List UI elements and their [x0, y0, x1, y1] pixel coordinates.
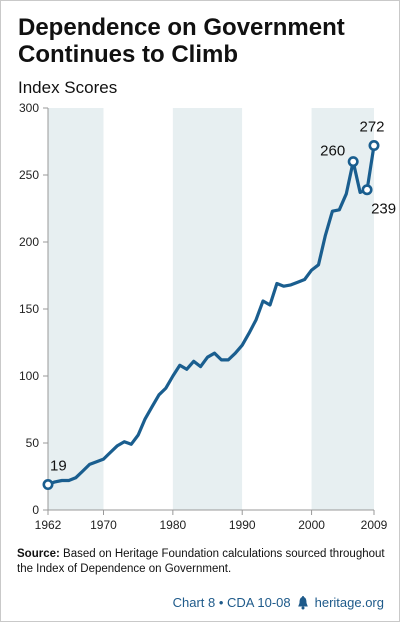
series-line	[46, 143, 376, 487]
chart-title: Dependence on Government Continues to Cl…	[18, 14, 345, 68]
source-text: Based on Heritage Foundation calculation…	[17, 548, 385, 575]
y-tick-label: 0	[32, 503, 39, 517]
footer: Chart 8 • CDA 10-08 heritage.org	[173, 595, 384, 610]
site-link[interactable]: heritage.org	[314, 595, 384, 610]
x-tick-label: 2009	[361, 518, 388, 532]
plot-band	[172, 108, 243, 510]
y-axis-title: Index Scores	[18, 78, 118, 97]
plot-band	[48, 108, 104, 510]
y-tick-label: 200	[19, 235, 39, 249]
y-tick-label: 150	[19, 302, 39, 316]
data-point-marker	[347, 156, 359, 168]
liberty-bell-icon	[297, 595, 308, 609]
data-label: 260	[320, 143, 345, 160]
chart-id: Chart 8 • CDA 10-08	[172, 595, 291, 610]
data-label: 239	[371, 201, 396, 218]
x-tick-label: 2000	[298, 518, 325, 532]
data-point-marker	[361, 184, 373, 196]
y-tick-label: 50	[26, 436, 40, 450]
y-tick-label: 100	[19, 369, 39, 383]
x-tick-label: 1990	[229, 518, 256, 532]
y-tick-label: 300	[19, 101, 39, 115]
data-label: 272	[359, 119, 384, 136]
source-label: Source:	[17, 548, 60, 560]
plot-band	[242, 108, 312, 510]
x-tick-label: 1962	[35, 518, 62, 532]
data-point-marker	[368, 140, 380, 152]
data-label: 19	[50, 458, 67, 475]
plot-band	[103, 108, 173, 510]
data-point-marker	[42, 479, 54, 491]
plot-band	[311, 108, 374, 510]
x-tick-label: 1970	[90, 518, 117, 532]
line-chart: 0 50 100 150 200 250 300 1962 1970 1980 1990 2000 20…	[19, 101, 396, 532]
x-tick-label: 1980	[159, 518, 186, 532]
source-note: Source: Based on Heritage Foundation cal…	[17, 547, 387, 577]
y-tick-label: 250	[19, 168, 39, 182]
